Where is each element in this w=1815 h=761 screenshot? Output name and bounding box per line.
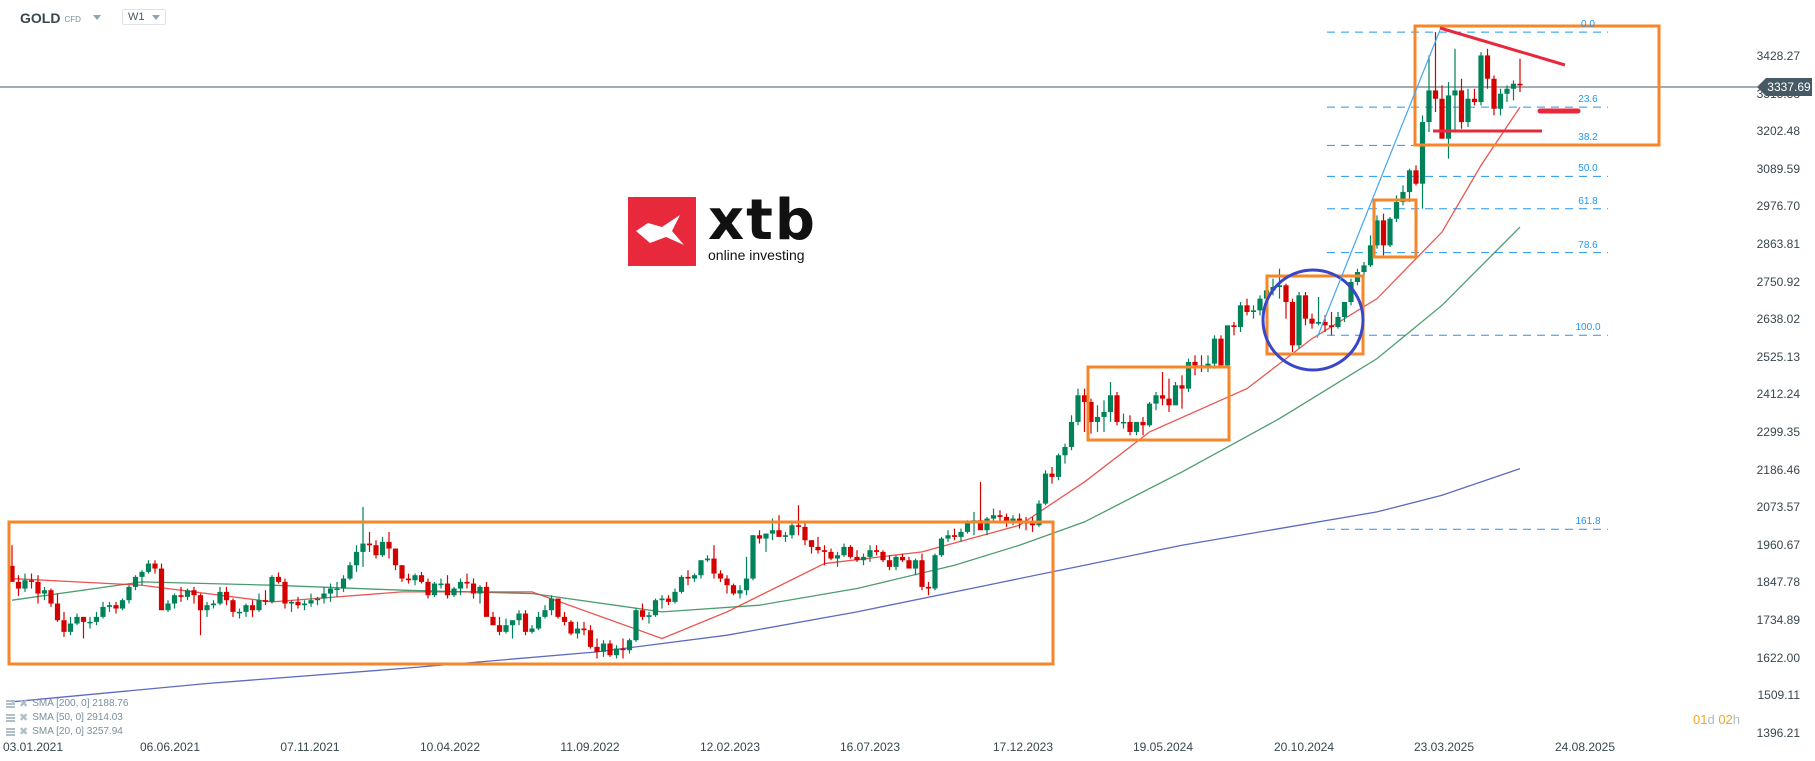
price-axis-label: 2525.13 bbox=[1756, 349, 1800, 364]
logo-brand: xtb bbox=[708, 188, 817, 253]
legend-sma50[interactable]: ✖ SMA [50, 0] 2914.03 bbox=[6, 711, 128, 725]
price-axis-label: 1396.21 bbox=[1756, 725, 1800, 740]
timeframe-value: W1 bbox=[128, 11, 145, 23]
candlestick-series bbox=[9, 32, 1523, 659]
date-axis-label: 16.07.2023 bbox=[839, 740, 901, 754]
price-axis-label: 1622.00 bbox=[1756, 650, 1800, 665]
current-price-badge: 3337.69 bbox=[1757, 78, 1812, 96]
symbol-type: CFD bbox=[64, 15, 81, 24]
annotation-box-2025-current[interactable] bbox=[1413, 24, 1661, 147]
xtb-logo: xtb online investing bbox=[628, 188, 817, 266]
fib-level-label: 23.6 bbox=[1578, 94, 1598, 106]
price-axis-label: 2299.35 bbox=[1756, 425, 1800, 439]
close-icon[interactable]: ✖ bbox=[19, 698, 29, 710]
sma-20-line bbox=[11, 106, 1521, 640]
symbol-selector[interactable]: GOLD CFD bbox=[20, 10, 101, 26]
legend-sma20[interactable]: ✖ SMA [20, 0] 3257.94 bbox=[6, 725, 128, 739]
date-axis-label: 03.01.2021 bbox=[2, 740, 64, 754]
fib-level-label: 61.8 bbox=[1578, 195, 1598, 207]
sma-50-line bbox=[11, 226, 1521, 613]
price-axis-label: 1734.89 bbox=[1756, 613, 1800, 627]
close-icon[interactable]: ✖ bbox=[19, 712, 29, 724]
price-axis-label: 1847.78 bbox=[1756, 575, 1800, 590]
annotation-box-2021-2023[interactable] bbox=[7, 520, 1055, 666]
fib-level-label: 50.0 bbox=[1578, 163, 1598, 175]
fib-level-label: 0.0 bbox=[1581, 19, 1595, 31]
close-icon[interactable]: ✖ bbox=[19, 726, 29, 738]
price-axis-label: 2412.24 bbox=[1756, 387, 1800, 402]
date-axis-label: 11.09.2022 bbox=[560, 740, 620, 754]
date-axis-label: 07.11.2021 bbox=[280, 740, 340, 754]
price-axis-label: 2976.70 bbox=[1756, 199, 1800, 214]
price-axis-label: 2638.02 bbox=[1756, 312, 1800, 327]
legend-sma200[interactable]: ✖ SMA [200, 0] 2188.76 bbox=[6, 697, 128, 711]
fib-anchor-line bbox=[1316, 29, 1441, 339]
chevron-down-icon[interactable] bbox=[92, 14, 101, 20]
descending-trendline[interactable] bbox=[1439, 26, 1566, 67]
price-axis-label: 2073.57 bbox=[1756, 500, 1800, 515]
date-axis-label: 17.12.2023 bbox=[992, 740, 1054, 754]
symbol-name: GOLD bbox=[20, 10, 61, 26]
date-axis-label: 24.08.2025 bbox=[1554, 740, 1616, 754]
fib-level-label: 78.6 bbox=[1578, 239, 1598, 251]
settings-lines-icon[interactable] bbox=[6, 700, 15, 708]
settings-lines-icon[interactable] bbox=[6, 714, 15, 722]
fib-level-label: 100.0 bbox=[1575, 322, 1601, 334]
date-axis-label: 12.02.2023 bbox=[699, 740, 761, 754]
date-axis-label: 19.05.2024 bbox=[1132, 740, 1194, 754]
price-axis-label: 1960.67 bbox=[1756, 537, 1800, 552]
timeframe-dropdown[interactable]: W1 bbox=[122, 9, 166, 25]
price-axis-label: 2750.92 bbox=[1756, 274, 1800, 289]
logo-tagline: online investing bbox=[708, 247, 805, 263]
fib-level-label: 161.8 bbox=[1575, 516, 1601, 528]
price-axis-label: 2863.81 bbox=[1756, 237, 1800, 251]
sma-200-line bbox=[11, 467, 1521, 703]
annotation-box-2024-spring[interactable] bbox=[1086, 365, 1231, 442]
price-axis-label: 1509.11 bbox=[1757, 688, 1801, 703]
xtb-logo-icon bbox=[628, 197, 696, 266]
candle-countdown: 01d 02h bbox=[1693, 712, 1741, 727]
date-axis-label: 20.10.2024 bbox=[1273, 740, 1335, 754]
indicator-legend: ✖ SMA [200, 0] 2188.76 ✖ SMA [50, 0] 2914.… bbox=[6, 697, 128, 739]
settings-lines-icon[interactable] bbox=[6, 728, 15, 736]
date-axis-label: 06.06.2021 bbox=[139, 740, 201, 754]
price-axis-label: 3428.27 bbox=[1756, 49, 1800, 63]
price-axis-label: 3089.59 bbox=[1756, 161, 1800, 176]
chevron-down-icon bbox=[152, 14, 160, 20]
date-axis-label: 23.03.2025 bbox=[1413, 740, 1475, 754]
fib-level-label: 38.2 bbox=[1578, 132, 1598, 144]
price-axis-label: 2186.46 bbox=[1756, 462, 1800, 477]
annotation-box-2025-jan[interactable] bbox=[1372, 198, 1418, 259]
annotation-circle[interactable] bbox=[1261, 268, 1365, 372]
date-axis-label: 10.04.2022 bbox=[419, 740, 481, 754]
price-axis-label: 3202.48 bbox=[1756, 124, 1800, 139]
